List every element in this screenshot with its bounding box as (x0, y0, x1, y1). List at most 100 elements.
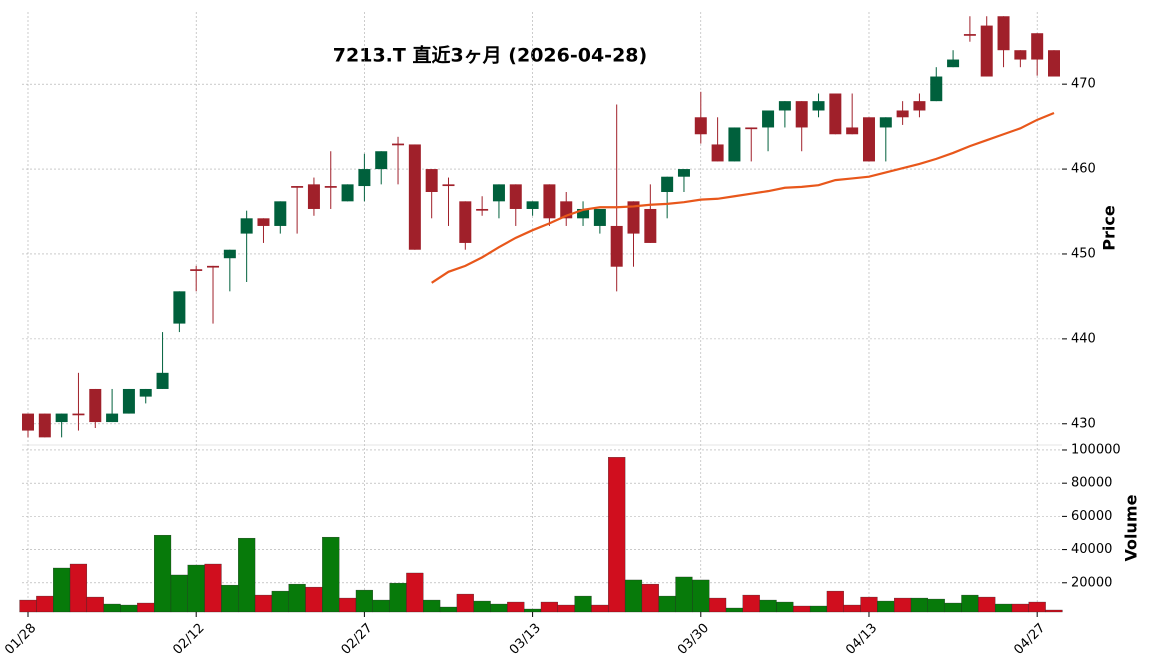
volume-bar (120, 604, 138, 613)
volume-bar (490, 603, 508, 613)
candle-body (156, 372, 169, 389)
volume-bar (591, 604, 609, 613)
volume-bar (322, 536, 340, 613)
volume-bar (910, 597, 929, 613)
volume-bar (725, 607, 743, 613)
volume-bar (170, 574, 188, 613)
candle-body (459, 201, 472, 243)
y-tick-label: 460 (1071, 162, 1096, 177)
x-tick-label: 01/28 (2, 621, 39, 658)
volume-bar (978, 596, 996, 613)
candle-body (896, 110, 909, 118)
volume-bar (1011, 603, 1029, 613)
candle-body (963, 34, 976, 36)
candle-body (1048, 50, 1060, 77)
volume-axis-label: Volume (1122, 494, 1141, 561)
candle-body (577, 208, 590, 219)
candle-body (274, 201, 287, 226)
volume-bar (507, 601, 525, 613)
candle-body (930, 76, 943, 102)
volume-bar (692, 579, 710, 613)
candle-body (425, 169, 438, 192)
candle-body (644, 208, 657, 243)
candle-body (291, 186, 304, 188)
volume-bar (473, 600, 491, 613)
volume-bar (36, 595, 54, 613)
volume-bar (809, 605, 828, 613)
candle-body (879, 117, 892, 128)
candle-body (392, 143, 405, 146)
x-tick-label: 03/13 (507, 621, 544, 658)
candle-body (694, 117, 707, 135)
candle-body (526, 201, 539, 209)
volume-bar (1045, 609, 1063, 613)
volume-bar (1028, 601, 1046, 613)
candle-body (38, 413, 51, 438)
volume-bar (961, 594, 979, 613)
candle-body (492, 184, 505, 202)
volume-bar (675, 576, 693, 613)
candle-body (509, 184, 522, 209)
x-tick-label: 04/13 (843, 621, 880, 658)
volume-bar (103, 603, 121, 613)
candle-body (341, 184, 354, 202)
candle-body (190, 269, 203, 271)
y-tick-label: 40000 (1071, 542, 1112, 557)
candle-body (711, 144, 724, 162)
moving-average-line (431, 112, 1055, 284)
volume-bar (19, 599, 37, 613)
volume-bar (776, 601, 794, 613)
volume-bar (153, 534, 172, 613)
volume-bar (288, 583, 306, 613)
candle-body (1014, 50, 1027, 60)
candle-body (307, 184, 320, 209)
volume-bar (439, 606, 458, 613)
volume-bar (389, 582, 407, 613)
candle-body (358, 169, 371, 187)
volume-bar (86, 596, 104, 613)
candle-body (375, 151, 388, 170)
volume-bar (271, 590, 289, 613)
candle-body (846, 127, 859, 135)
volume-bar (944, 602, 962, 613)
volume-bar (624, 579, 643, 613)
candle-body (913, 101, 926, 111)
candle-body (593, 208, 606, 226)
candle-body (661, 176, 674, 192)
volume-bar (137, 602, 155, 613)
candle-body (106, 413, 119, 423)
volume-bar (339, 597, 357, 613)
candle-body (476, 208, 489, 211)
y-tick-label: 60000 (1071, 509, 1112, 524)
volume-bar (355, 589, 373, 613)
volume-bar (557, 604, 575, 613)
chart-title: 7213.T 直近3ヶ月 (2026-04-28) (333, 44, 647, 67)
volume-bar (204, 563, 222, 613)
y-tick-label: 20000 (1071, 575, 1112, 590)
volume-bar (254, 594, 273, 613)
y-axis-label: Price (1100, 205, 1119, 251)
candle-body (257, 218, 270, 226)
y-tick-label: 470 (1071, 77, 1096, 92)
volume-bar (826, 590, 844, 613)
y-tick-label: 430 (1071, 416, 1096, 431)
candle-body (812, 101, 825, 111)
volume-bar (372, 599, 390, 613)
volume-bar (524, 608, 542, 613)
volume-bar (608, 457, 626, 613)
volume-bar (658, 595, 676, 613)
volume-bar (759, 599, 777, 613)
volume-bar (574, 595, 592, 613)
candle-body (223, 249, 236, 259)
x-tick-label: 04/27 (1011, 621, 1048, 658)
candle-body (139, 388, 152, 397)
candle-body (122, 388, 135, 414)
candle-body (55, 413, 68, 423)
x-tick-label: 02/12 (170, 621, 207, 658)
candle-body (1031, 33, 1044, 60)
candle-body (627, 201, 640, 234)
volume-bar (877, 600, 895, 613)
volume-bar (69, 563, 88, 613)
candle-body (240, 218, 253, 234)
